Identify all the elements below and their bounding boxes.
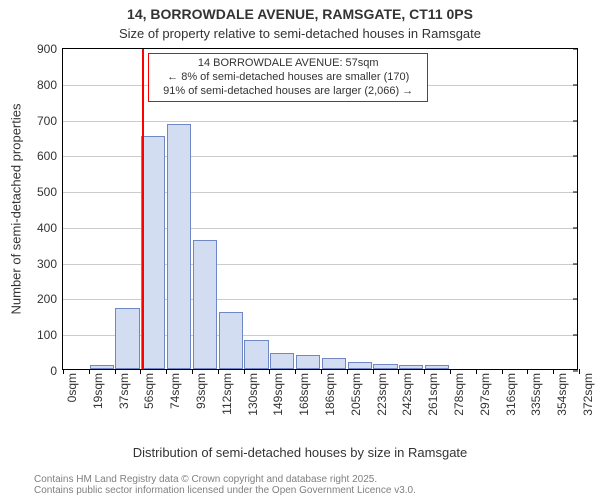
xtick-label: 93sqm xyxy=(192,373,208,409)
ytick-mark xyxy=(573,335,578,336)
ytick-mark xyxy=(573,49,578,50)
xtick-label: 223sqm xyxy=(373,373,389,416)
xtick-label: 74sqm xyxy=(166,373,182,409)
histogram-bar xyxy=(322,358,346,369)
histogram-bar xyxy=(425,365,449,369)
histogram-bar xyxy=(219,312,243,369)
annotation-line: ← 8% of semi-detached houses are smaller… xyxy=(152,71,424,85)
ytick-mark xyxy=(573,84,578,85)
annotation-line: 14 BORROWDALE AVENUE: 57sqm xyxy=(152,57,424,71)
xtick-label: 130sqm xyxy=(244,373,260,416)
ytick-label: 600 xyxy=(37,149,63,163)
xtick-label: 354sqm xyxy=(553,373,569,416)
footnote: Contains HM Land Registry data © Crown c… xyxy=(34,474,416,496)
chart-subtitle: Size of property relative to semi-detach… xyxy=(0,26,600,41)
histogram-bar xyxy=(270,353,294,369)
ytick-label: 800 xyxy=(37,78,63,92)
xtick-label: 335sqm xyxy=(527,373,543,416)
histogram-bar xyxy=(141,136,165,369)
ytick-label: 300 xyxy=(37,257,63,271)
gridline xyxy=(63,299,577,300)
xtick-label: 372sqm xyxy=(579,373,595,416)
xtick-label: 297sqm xyxy=(476,373,492,416)
chart-title: 14, BORROWDALE AVENUE, RAMSGATE, CT11 0P… xyxy=(0,6,600,22)
gridline xyxy=(63,228,577,229)
xtick-label: 186sqm xyxy=(321,373,337,416)
histogram-bar xyxy=(115,308,139,369)
xtick-label: 0sqm xyxy=(63,373,79,402)
histogram-bar xyxy=(373,364,397,369)
ytick-mark xyxy=(573,299,578,300)
ytick-label: 500 xyxy=(37,185,63,199)
ytick-label: 0 xyxy=(50,364,63,378)
xtick-label: 205sqm xyxy=(347,373,363,416)
histogram-bar xyxy=(244,340,268,369)
xtick-label: 19sqm xyxy=(89,373,105,409)
ytick-label: 400 xyxy=(37,221,63,235)
gridline xyxy=(63,121,577,122)
x-axis-label: Distribution of semi-detached houses by … xyxy=(0,445,600,460)
gridline xyxy=(63,192,577,193)
annotation-box: 14 BORROWDALE AVENUE: 57sqm← 8% of semi-… xyxy=(148,53,428,102)
gridline xyxy=(63,264,577,265)
histogram-bar xyxy=(399,365,423,369)
annotation-line: 91% of semi-detached houses are larger (… xyxy=(152,85,424,99)
ytick-label: 700 xyxy=(37,114,63,128)
ytick-label: 100 xyxy=(37,328,63,342)
ytick-mark xyxy=(573,156,578,157)
xtick-label: 112sqm xyxy=(218,373,234,415)
property-marker-line xyxy=(142,49,144,369)
xtick-label: 316sqm xyxy=(502,373,518,416)
gridline xyxy=(63,156,577,157)
y-axis-label: Number of semi-detached properties xyxy=(9,104,24,315)
histogram-bar xyxy=(167,124,191,369)
ytick-mark xyxy=(573,192,578,193)
xtick-label: 242sqm xyxy=(398,373,414,416)
gridline xyxy=(63,335,577,336)
histogram-bar xyxy=(296,355,320,369)
ytick-mark xyxy=(573,120,578,121)
ytick-mark xyxy=(573,371,578,372)
histogram-bar xyxy=(348,362,372,369)
xtick-label: 278sqm xyxy=(450,373,466,416)
xtick-label: 56sqm xyxy=(140,373,156,409)
plot-area: 01002003004005006007008009000sqm19sqm37s… xyxy=(62,48,578,370)
histogram-bar xyxy=(193,240,217,369)
xtick-label: 37sqm xyxy=(115,373,131,409)
ytick-label: 200 xyxy=(37,292,63,306)
histogram-bar xyxy=(90,365,114,369)
ytick-mark xyxy=(573,263,578,264)
xtick-label: 261sqm xyxy=(424,373,440,416)
ytick-label: 900 xyxy=(37,42,63,56)
ytick-mark xyxy=(573,227,578,228)
xtick-label: 149sqm xyxy=(269,373,285,416)
xtick-label: 168sqm xyxy=(295,373,311,416)
chart-container: { "title_main": "14, BORROWDALE AVENUE, … xyxy=(0,0,600,500)
